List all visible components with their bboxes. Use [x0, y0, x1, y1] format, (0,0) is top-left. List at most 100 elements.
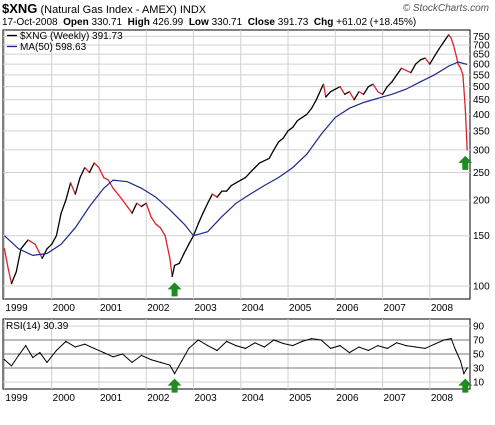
- price-y-tick-label: 400: [473, 110, 490, 121]
- rsi-point: [140, 354, 143, 356]
- rsi-point: [188, 347, 190, 349]
- rsi-point: [424, 347, 426, 349]
- chart-title: $XNG (Natural Gas Index - AMEX) INDX: [2, 1, 206, 16]
- rsi-point: [244, 347, 247, 349]
- rsi-point: [169, 364, 171, 366]
- price-x-tick-label: 2002: [147, 303, 170, 314]
- price-series-segment: [79, 166, 86, 179]
- ticker-symbol: $XNG: [2, 1, 38, 16]
- rsi-point: [173, 373, 176, 375]
- price-series-segment: [334, 85, 341, 90]
- price-series-segment: [301, 113, 308, 119]
- rsi-x-tick-label: 2005: [289, 393, 312, 404]
- price-series-segment: [117, 193, 124, 201]
- price-series-segment: [192, 223, 199, 237]
- price-series-segment: [273, 141, 280, 151]
- rsi-point: [121, 353, 124, 355]
- up-arrow-icon: [458, 155, 473, 170]
- price-series-segment: [459, 67, 464, 76]
- price-series-segment: [438, 40, 445, 50]
- rsi-point: [433, 343, 436, 345]
- rsi-point: [112, 356, 114, 358]
- rsi-point: [311, 338, 313, 340]
- price-series-segment: [150, 216, 157, 225]
- rsi-point: [466, 367, 468, 369]
- high-value: 426.99: [152, 17, 184, 28]
- rsi-point: [263, 346, 265, 348]
- price-series-segment: [448, 34, 452, 39]
- rsi-point: [339, 345, 341, 347]
- chg-label: Chg: [313, 17, 334, 28]
- price-series-segment: [103, 176, 110, 181]
- price-series-segment: [55, 212, 62, 237]
- price-series-segment: [216, 190, 223, 198]
- price-series-segment: [74, 176, 81, 195]
- legend-label-price: $XNG (Weekly) 391.73: [20, 31, 123, 42]
- price-series-segment: [296, 116, 303, 122]
- price-series-segment: [51, 235, 58, 245]
- open-label: Open: [63, 17, 89, 28]
- rsi-x-tick-label: 2000: [53, 393, 76, 404]
- price-y-tick-label: 700: [473, 40, 490, 51]
- price-series-segment: [20, 239, 29, 250]
- price-y-tick-label: 300: [473, 145, 490, 156]
- rsi-point: [103, 352, 105, 354]
- price-series-segment: [400, 67, 407, 72]
- price-y-tick-label: 450: [473, 95, 490, 106]
- price-y-tick-label: 350: [473, 126, 490, 137]
- price-x-axis: 1999 2000 2001 2002 2003 2004 2005 2006 2007 2008: [5, 303, 453, 314]
- up-arrow-icon: [458, 378, 473, 393]
- price-y-tick-label: 600: [473, 60, 490, 71]
- price-y-tick-label: 250: [473, 168, 490, 179]
- price-x-tick-label: 2008: [431, 303, 454, 314]
- rsi-point: [181, 360, 183, 362]
- price-series-segment: [84, 166, 91, 174]
- price-series-segment: [211, 193, 218, 198]
- price-series-segment: [450, 37, 455, 46]
- price-x-tick-label: 2005: [289, 303, 312, 314]
- rsi-x-tick-label: 2008: [431, 393, 454, 404]
- price-series-segment: [339, 85, 346, 95]
- price-series-segment: [155, 223, 162, 229]
- price-series-segment: [3, 248, 9, 270]
- price-x-tick-label: 2003: [194, 303, 217, 314]
- price-x-tick-label: 2006: [336, 303, 359, 314]
- copyright-notice: © StockCharts.com: [402, 3, 489, 14]
- rsi-point: [84, 343, 86, 345]
- price-series-segment: [159, 227, 166, 237]
- price-series-segment: [325, 91, 332, 98]
- rsi-x-tick-label: 2002: [147, 393, 170, 404]
- price-series-segment: [424, 57, 431, 65]
- price-y-tick-label: 650: [473, 50, 490, 61]
- price-y-tick-label: 500: [473, 82, 490, 93]
- index-name: (Natural Gas Index - AMEX): [40, 4, 177, 16]
- price-y-tick-label: 100: [473, 281, 490, 292]
- price-series-segment: [225, 184, 232, 192]
- price-series-segment: [464, 107, 468, 151]
- exchange-label: INDX: [179, 4, 207, 16]
- rsi-point: [25, 345, 27, 347]
- close-label: Close: [247, 17, 275, 28]
- rsi-point: [150, 359, 152, 361]
- price-series-segment: [287, 126, 294, 132]
- price-series-segment: [457, 63, 462, 69]
- price-x-tick-label: 2007: [384, 303, 407, 314]
- rsi-point: [159, 361, 161, 363]
- rsi-point: [197, 339, 199, 341]
- price-series-segment: [126, 205, 133, 214]
- price-series-segment: [121, 199, 128, 208]
- open-value: 330.71: [91, 17, 123, 28]
- price-series-segment: [46, 243, 53, 250]
- price-series-segment: [197, 212, 204, 225]
- price-series-segment: [405, 69, 412, 74]
- price-series-segment: [386, 81, 393, 88]
- rsi-point: [32, 356, 34, 359]
- price-series-segment: [65, 182, 72, 201]
- price-y-tick-label: 200: [473, 196, 490, 207]
- price-series-segment: [377, 91, 384, 95]
- quote-date: 17-Oct-2008: [2, 17, 58, 28]
- price-x-tick-label: 2004: [242, 303, 265, 314]
- price-y-tick-label: 750: [473, 32, 490, 43]
- rsi-point: [443, 339, 445, 341]
